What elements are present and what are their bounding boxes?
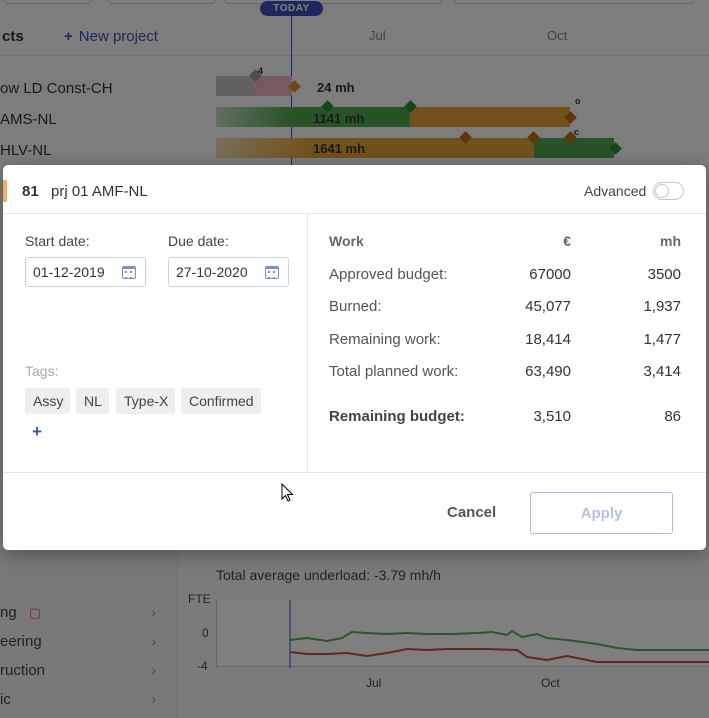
work-column-header: Work [329,233,364,249]
eur-column-header: € [563,233,571,249]
remaining-work-mh: 1,477 [643,331,681,348]
calendar-icon[interactable] [122,266,136,279]
due-date-value: 27-10-2020 [176,264,248,280]
approved-budget-eur: 67000 [529,266,571,283]
project-title: prj 01 AMF-NL [51,183,148,200]
burned-eur: 45,077 [525,298,571,315]
remaining-budget-eur: 3,510 [533,408,571,425]
project-edit-dialog: 81 prj 01 AMF-NL Advanced Start date: 01… [3,165,706,550]
project-color-marker [3,180,7,202]
due-date-label: Due date: [168,233,229,249]
remaining-budget-label: Remaining budget: [329,408,465,425]
toggle-knob [655,184,669,198]
remaining-work-eur: 18,414 [525,331,571,348]
add-tag-button[interactable]: + [32,422,42,441]
burned-mh: 1,937 [643,298,681,315]
advanced-label: Advanced [584,183,647,199]
advanced-toggle[interactable] [653,182,684,200]
tag-chip[interactable]: Assy [25,388,71,414]
due-date-input[interactable]: 27-10-2020 [168,257,289,287]
dialog-header: 81 prj 01 AMF-NL Advanced [3,165,706,214]
total-planned-work-eur: 63,490 [525,363,571,380]
total-planned-work-mh: 3,414 [643,363,681,380]
tag-chip[interactable]: Type-X [116,388,176,414]
tag-chip[interactable]: NL [76,388,109,414]
apply-button[interactable]: Apply [530,492,673,534]
dates-and-tags-panel: Start date: 01-12-2019 Due date: 27-10-2… [3,214,308,472]
budget-table: Work € mh Approved budget: 67000 3500 Bu… [309,214,706,472]
tag-chip[interactable]: Confirmed [181,388,261,414]
tags-label: Tags: [25,363,59,379]
approved-budget-label: Approved budget: [329,266,448,283]
cancel-button[interactable]: Cancel [447,504,497,521]
remaining-work-label: Remaining work: [329,331,441,348]
calendar-icon[interactable] [265,266,279,279]
start-date-label: Start date: [25,233,90,249]
mh-column-header: mh [660,233,681,249]
project-id: 81 [22,183,39,200]
total-planned-work-label: Total planned work: [329,363,459,380]
start-date-value: 01-12-2019 [33,264,105,280]
burned-label: Burned: [329,298,382,315]
start-date-input[interactable]: 01-12-2019 [25,257,146,287]
approved-budget-mh: 3500 [647,266,681,283]
mouse-cursor-icon [281,483,294,502]
remaining-budget-mh: 86 [664,408,681,425]
dialog-footer: Cancel Apply [3,472,706,550]
